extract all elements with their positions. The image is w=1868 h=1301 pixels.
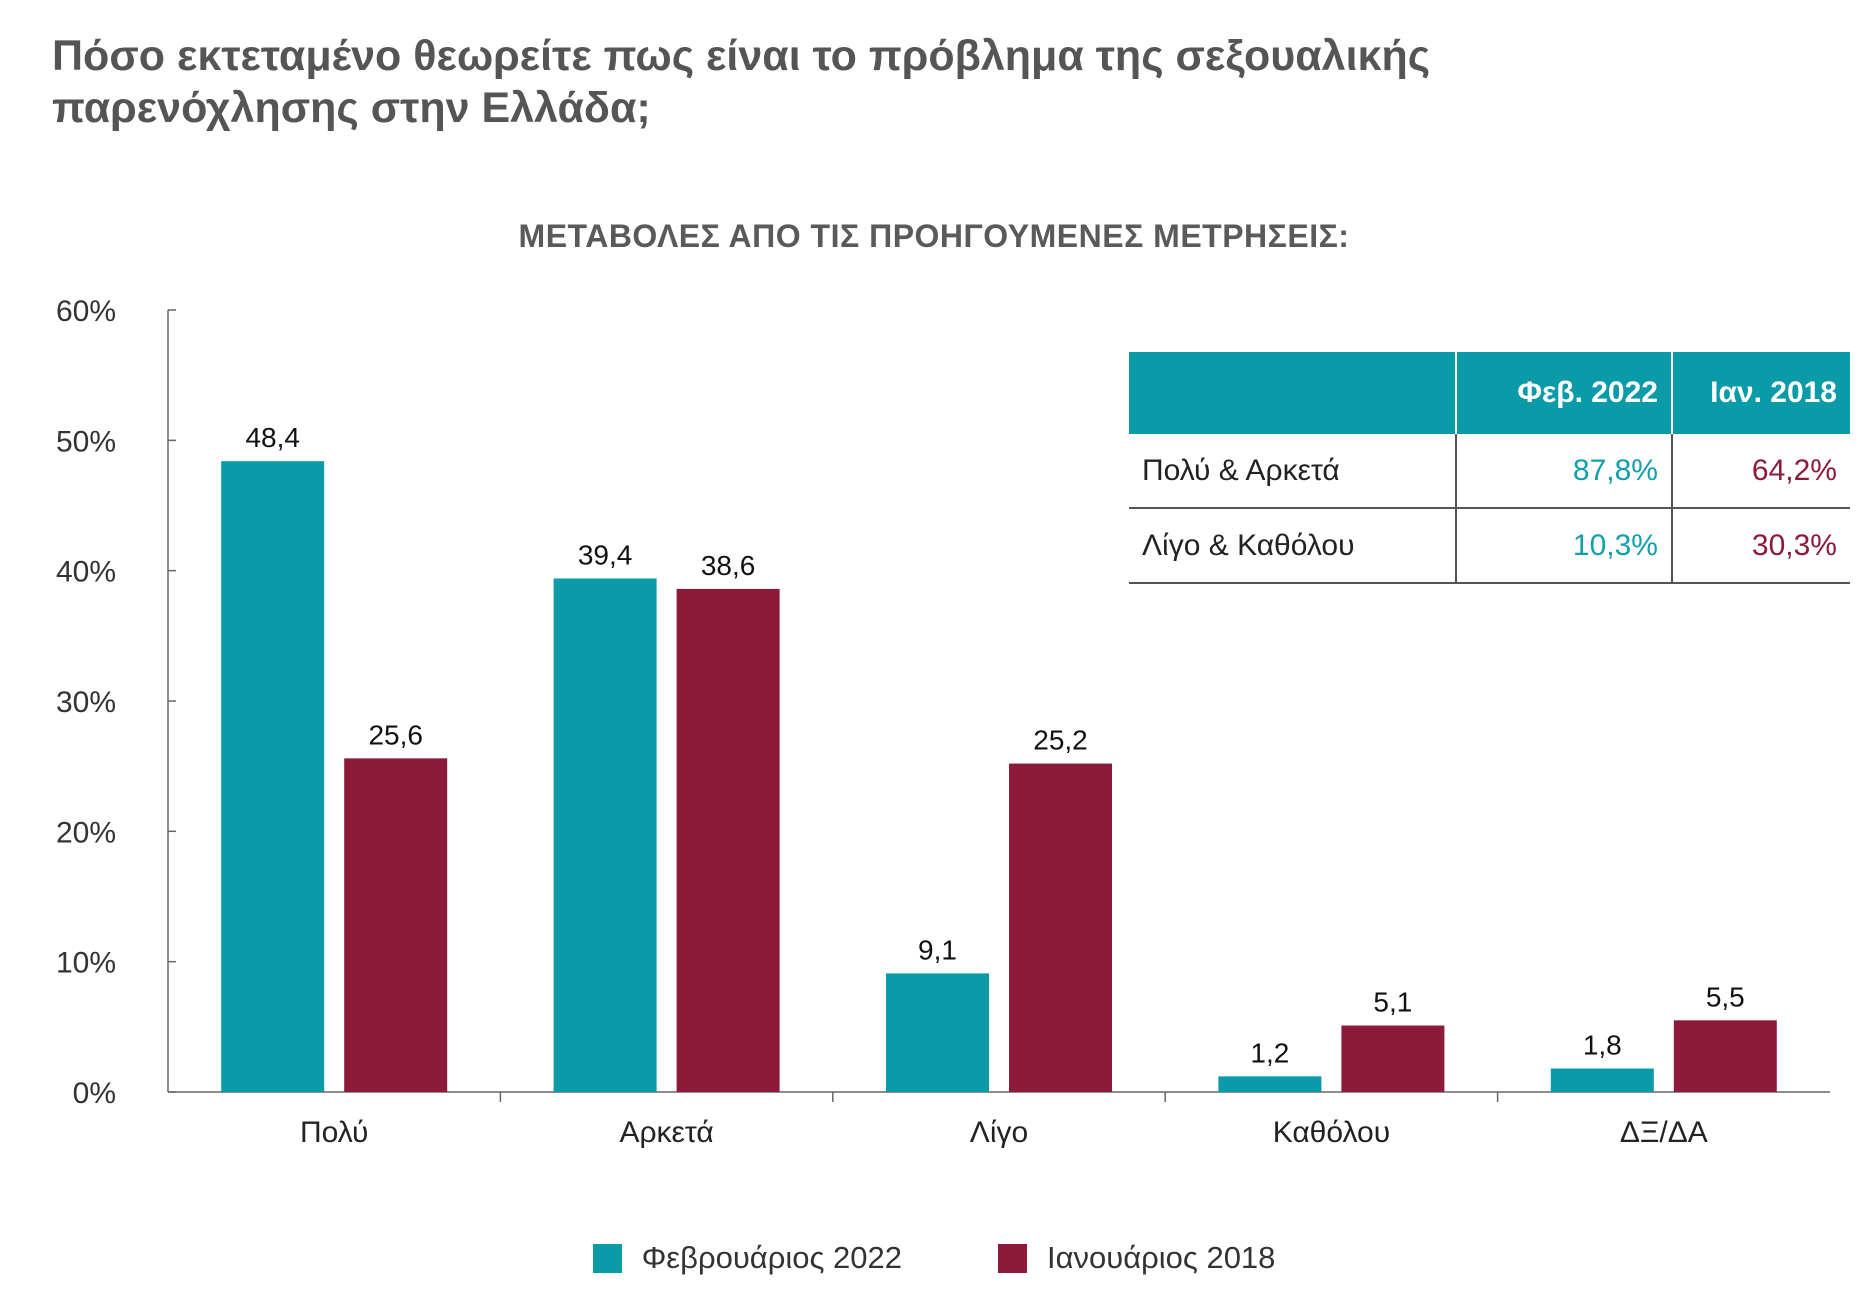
summary-row: Πολύ & Αρκετά 87,8% 64,2% bbox=[1129, 434, 1850, 509]
summary-row-label: Πολύ & Αρκετά bbox=[1129, 434, 1456, 509]
summary-header-2018: Ιαν. 2018 bbox=[1671, 352, 1850, 434]
legend-label-2018: Ιανουάριος 2018 bbox=[1046, 1240, 1276, 1275]
data-label: 48,4 bbox=[245, 422, 300, 453]
data-label: 25,2 bbox=[1033, 725, 1088, 756]
y-tick-label: 10% bbox=[56, 947, 116, 980]
data-label: 39,4 bbox=[578, 539, 633, 570]
y-tick-label: 60% bbox=[56, 295, 116, 328]
summary-row-label: Λίγο & Καθόλου bbox=[1129, 508, 1456, 584]
y-tick-label: 0% bbox=[73, 1077, 116, 1110]
x-tick-label: Λίγο bbox=[970, 1116, 1028, 1149]
y-tick-label: 30% bbox=[56, 686, 116, 719]
data-label: 25,6 bbox=[368, 719, 423, 750]
legend-label-2022: Φεβρουάριος 2022 bbox=[641, 1240, 902, 1275]
y-tick-label: 20% bbox=[56, 816, 116, 849]
summary-table-header: Φεβ. 2022 Ιαν. 2018 bbox=[1129, 352, 1850, 434]
summary-value-2022: 87,8% bbox=[1455, 434, 1672, 509]
bar bbox=[676, 588, 780, 1092]
y-tick-label: 40% bbox=[56, 556, 116, 589]
summary-value-2018: 30,3% bbox=[1671, 508, 1850, 584]
data-label: 5,1 bbox=[1373, 987, 1412, 1018]
chart-title: Πόσο εκτεταμένο θεωρείτε πως είναι το πρ… bbox=[52, 32, 1431, 132]
summary-row: Λίγο & Καθόλου 10,3% 30,3% bbox=[1129, 508, 1850, 584]
x-tick-label: Πολύ bbox=[300, 1116, 368, 1149]
legend: Φεβρουάριος 2022 Ιανουάριος 2018 bbox=[0, 1240, 1868, 1276]
bar bbox=[1550, 1068, 1654, 1092]
bar bbox=[1341, 1025, 1445, 1092]
summary-value-2022: 10,3% bbox=[1455, 508, 1672, 584]
data-label: 1,8 bbox=[1583, 1030, 1622, 1061]
summary-header-blank bbox=[1129, 352, 1456, 434]
data-label: 9,1 bbox=[918, 934, 957, 965]
bar bbox=[1009, 763, 1112, 1092]
legend-item-2022: Φεβρουάριος 2022 bbox=[592, 1240, 902, 1276]
legend-swatch-2018 bbox=[997, 1243, 1027, 1273]
bar bbox=[1218, 1076, 1322, 1092]
bar bbox=[553, 578, 657, 1092]
legend-swatch-2022 bbox=[592, 1243, 622, 1273]
legend-item-2018: Ιανουάριος 2018 bbox=[997, 1240, 1276, 1276]
bar bbox=[886, 973, 989, 1092]
bar bbox=[1673, 1020, 1777, 1092]
chart-subtitle: ΜΕΤΑΒΟΛΕΣ ΑΠΟ ΤΙΣ ΠΡΟΗΓΟΥΜΕΝΕΣ ΜΕΤΡΗΣΕΙΣ… bbox=[518, 218, 1350, 254]
data-label: 38,6 bbox=[701, 550, 756, 581]
x-tick-label: Αρκετά bbox=[619, 1116, 713, 1149]
summary-header-2022: Φεβ. 2022 bbox=[1455, 352, 1672, 434]
bar bbox=[344, 758, 448, 1092]
summary-value-2018: 64,2% bbox=[1671, 434, 1850, 509]
summary-table: Φεβ. 2022 Ιαν. 2018 Πολύ & Αρκετά 87,8% … bbox=[1129, 352, 1850, 584]
x-tick-label: Καθόλου bbox=[1273, 1116, 1390, 1149]
x-tick-label: ΔΞ/ΔΑ bbox=[1620, 1116, 1708, 1149]
data-label: 5,5 bbox=[1706, 981, 1745, 1012]
data-label: 1,2 bbox=[1250, 1037, 1289, 1068]
bar-chart: 0% 10% 20% 30% 40% 50% 60% Πολύ 48,4 25,6 Αρκετά 39… bbox=[56, 295, 1830, 1149]
y-tick-label: 50% bbox=[56, 425, 116, 458]
bar bbox=[221, 461, 325, 1093]
